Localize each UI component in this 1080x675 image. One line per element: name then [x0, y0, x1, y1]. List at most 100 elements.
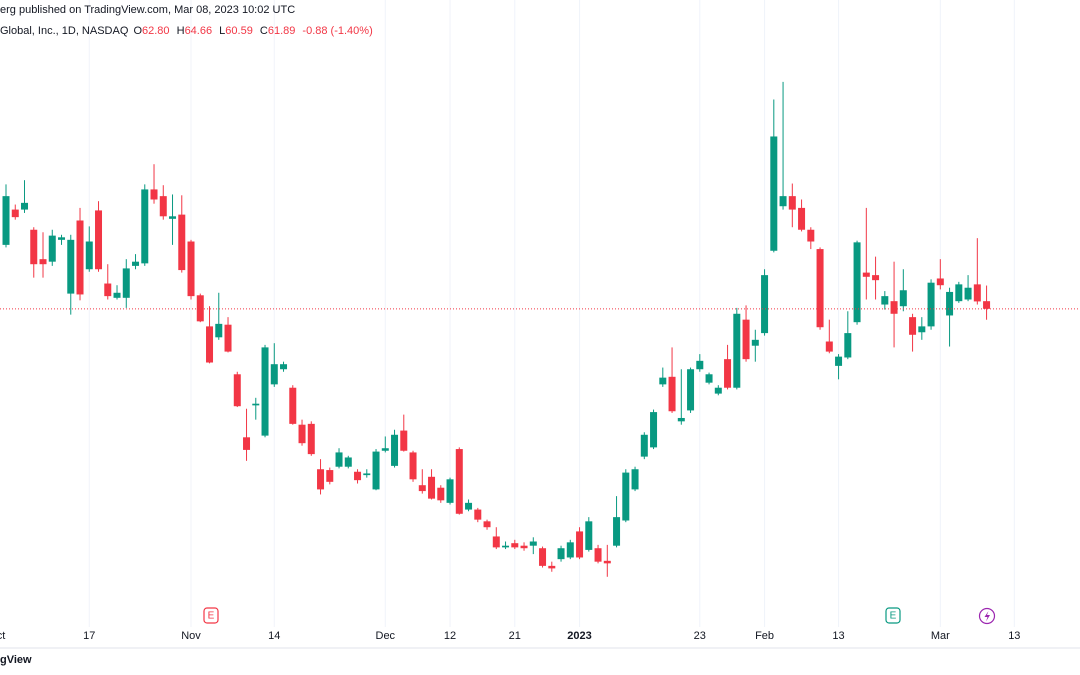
candle-body	[95, 210, 103, 270]
candle-body	[724, 359, 732, 388]
ohlc: L60.59	[219, 25, 255, 37]
candle-body	[474, 509, 482, 520]
candle-body	[881, 296, 889, 305]
candle-body	[631, 469, 639, 490]
event-box	[885, 607, 901, 624]
candle-body	[585, 521, 593, 550]
candle-body	[141, 189, 149, 264]
ohlc-value: 60.59	[225, 25, 253, 37]
candle-body	[687, 369, 695, 411]
candle-body	[761, 275, 769, 334]
candle-body	[770, 136, 778, 251]
candle-body	[668, 376, 676, 412]
candle-body	[85, 241, 93, 270]
candle-body	[270, 364, 278, 385]
candle-body	[733, 313, 741, 388]
candle-body	[122, 268, 130, 298]
ohlc-value: 64.66	[184, 25, 213, 37]
candle-body	[335, 452, 343, 467]
candle-body	[557, 548, 565, 560]
published-line: erg published on TradingView.com, Mar 08…	[0, 4, 296, 16]
candle-body	[502, 545, 510, 548]
candle-body	[927, 282, 935, 327]
candle-body	[354, 471, 362, 481]
candle-body	[169, 216, 177, 219]
x-tick-label: Feb	[755, 630, 774, 642]
candle-body	[890, 301, 898, 314]
candle-body	[807, 229, 815, 242]
candle-body	[437, 487, 445, 501]
candle-body	[650, 412, 658, 448]
candle-body	[539, 548, 547, 566]
candle-body	[363, 473, 371, 476]
candle-body	[899, 290, 907, 307]
candle-body	[428, 476, 436, 499]
candle-body	[909, 317, 917, 335]
candle-body	[187, 241, 195, 297]
candle-body	[39, 259, 47, 265]
candle-body	[853, 242, 861, 323]
candle-body	[196, 295, 204, 322]
ohlc-prefix: H	[176, 25, 185, 37]
candle-body	[11, 209, 19, 218]
candle-body	[983, 301, 991, 309]
lightning-icon	[984, 611, 990, 622]
candle-body	[261, 347, 269, 436]
event-marker: E	[203, 607, 219, 624]
candle-body	[566, 542, 574, 558]
symbol-title: Global, Inc., 1D, NASDAQ	[0, 25, 129, 37]
candle-body	[289, 387, 297, 424]
candle-body	[816, 249, 824, 328]
event-marker: E	[885, 607, 901, 624]
candle-body	[233, 374, 241, 407]
candle-body	[825, 341, 833, 352]
candle-body	[798, 207, 806, 230]
candle-body	[779, 196, 787, 207]
candle-body	[344, 457, 352, 467]
candle-body	[48, 235, 56, 262]
ohlc: C61.89	[260, 25, 297, 37]
candle-body	[307, 423, 315, 455]
candle-body	[30, 229, 38, 265]
candle-body	[58, 237, 66, 240]
candle-body	[677, 417, 685, 422]
x-tick-label: 13	[832, 630, 844, 642]
candle-body	[492, 536, 500, 548]
grid	[88, 0, 1015, 627]
dividend-marker	[978, 607, 996, 625]
candle-body	[964, 287, 972, 300]
candle-body	[206, 326, 214, 363]
x-tick-label: 2023	[567, 630, 591, 642]
x-tick-label: 17	[83, 630, 95, 642]
x-tick-label: 13	[1008, 630, 1020, 642]
x-tick-label: Dec	[376, 630, 396, 642]
candle-body	[576, 531, 584, 558]
candle-body	[483, 521, 491, 528]
candle-body	[844, 333, 852, 358]
candle-body	[742, 319, 750, 360]
candle-body	[918, 326, 926, 333]
candle-body	[835, 356, 843, 366]
candle-body	[613, 517, 621, 546]
candles	[0, 81, 1080, 577]
ohlc-prefix: L	[219, 25, 226, 37]
event-label: E	[208, 611, 215, 622]
candle-body	[326, 470, 334, 482]
candle-body	[594, 548, 602, 562]
candle-body	[298, 424, 306, 444]
ohlc-value: 62.80	[142, 25, 170, 37]
candle-body	[372, 451, 380, 490]
candle-body	[520, 545, 528, 549]
candle-body	[622, 472, 630, 521]
x-tick-label: 12	[444, 630, 456, 642]
candle-body	[640, 434, 648, 457]
candle-body	[955, 284, 963, 302]
x-tick-label: Nov	[181, 630, 201, 642]
change: -0.88 (-1.40%)	[302, 25, 373, 37]
candle-body	[872, 275, 880, 281]
ohlc-prefix: C	[259, 25, 268, 37]
candle-body	[150, 189, 158, 200]
candle-body	[751, 339, 759, 346]
